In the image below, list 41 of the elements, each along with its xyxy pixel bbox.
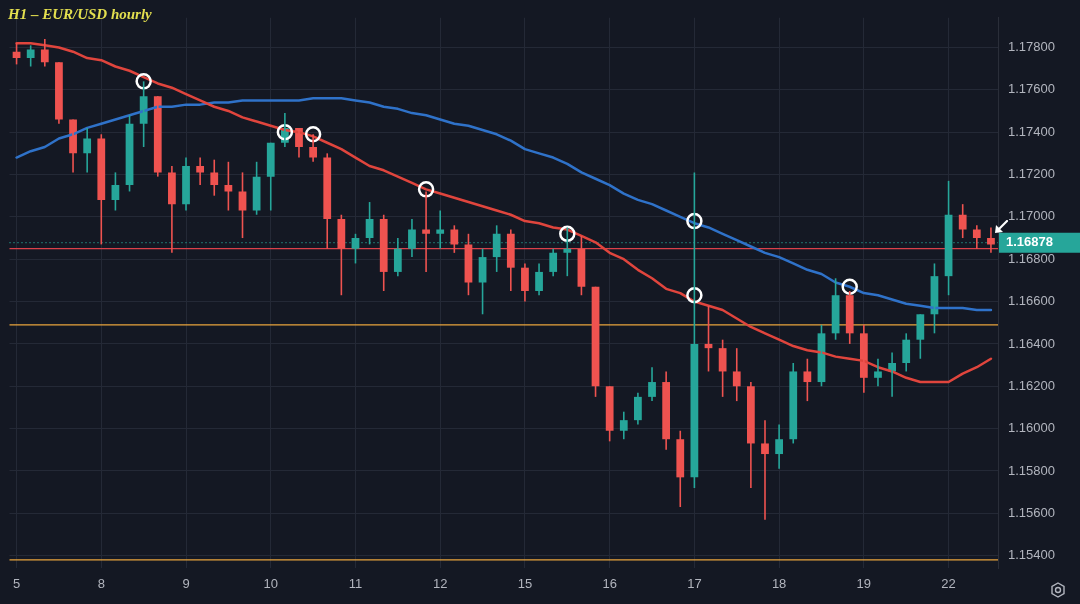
y-tick-label: 1.15400 [1008, 547, 1055, 563]
point [841, 278, 858, 295]
candlestick [916, 313, 925, 360]
candlestick [252, 161, 261, 216]
y-tick-label: 1.16000 [1008, 420, 1055, 436]
point [559, 225, 576, 243]
chart-title: H1 – EUR/USD hourly [7, 6, 153, 22]
y-tick-label: 1.16200 [1008, 377, 1055, 393]
x-tick-label: 12 [432, 575, 448, 591]
x-tick-label: 9 [182, 575, 190, 591]
y-tick-label: 1.16800 [1008, 250, 1055, 266]
y-tick-label: 1.17000 [1008, 208, 1055, 224]
y-tick-label: 1.16600 [1008, 293, 1055, 309]
y-tick-label: 1.15800 [1008, 462, 1055, 478]
point [135, 73, 152, 90]
y-tick-label: 1.15600 [1008, 504, 1055, 520]
x-tick-label: 8 [97, 575, 105, 591]
point [276, 123, 294, 141]
ref-line-label: 1.16878 [1006, 234, 1053, 250]
candlestick [958, 203, 967, 239]
y-tick-label: 1.17800 [1008, 39, 1055, 55]
y-tick-label: 1.17400 [1008, 123, 1055, 139]
x-tick-label: 19 [856, 575, 872, 591]
x-tick-label: 5 [12, 575, 21, 591]
x-tick-label: 17 [687, 575, 702, 591]
point [686, 212, 703, 230]
y-tick-label: 1.17600 [1008, 81, 1055, 97]
x-tick-label: 22 [941, 575, 956, 591]
point [304, 126, 322, 143]
x-tick-label: 15 [517, 575, 533, 591]
x-tick-label: 18 [771, 575, 787, 591]
point [417, 181, 435, 198]
candlestick [803, 357, 812, 402]
x-tick-label: 11 [348, 575, 363, 591]
x-tick-label: 10 [263, 575, 278, 591]
x-tick-label: 16 [602, 575, 617, 591]
y-tick-label: 1.17200 [1008, 166, 1055, 182]
point [686, 286, 703, 304]
y-tick-label: 1.16400 [1008, 335, 1055, 351]
candlestick [337, 213, 346, 297]
candlestick [605, 385, 614, 443]
